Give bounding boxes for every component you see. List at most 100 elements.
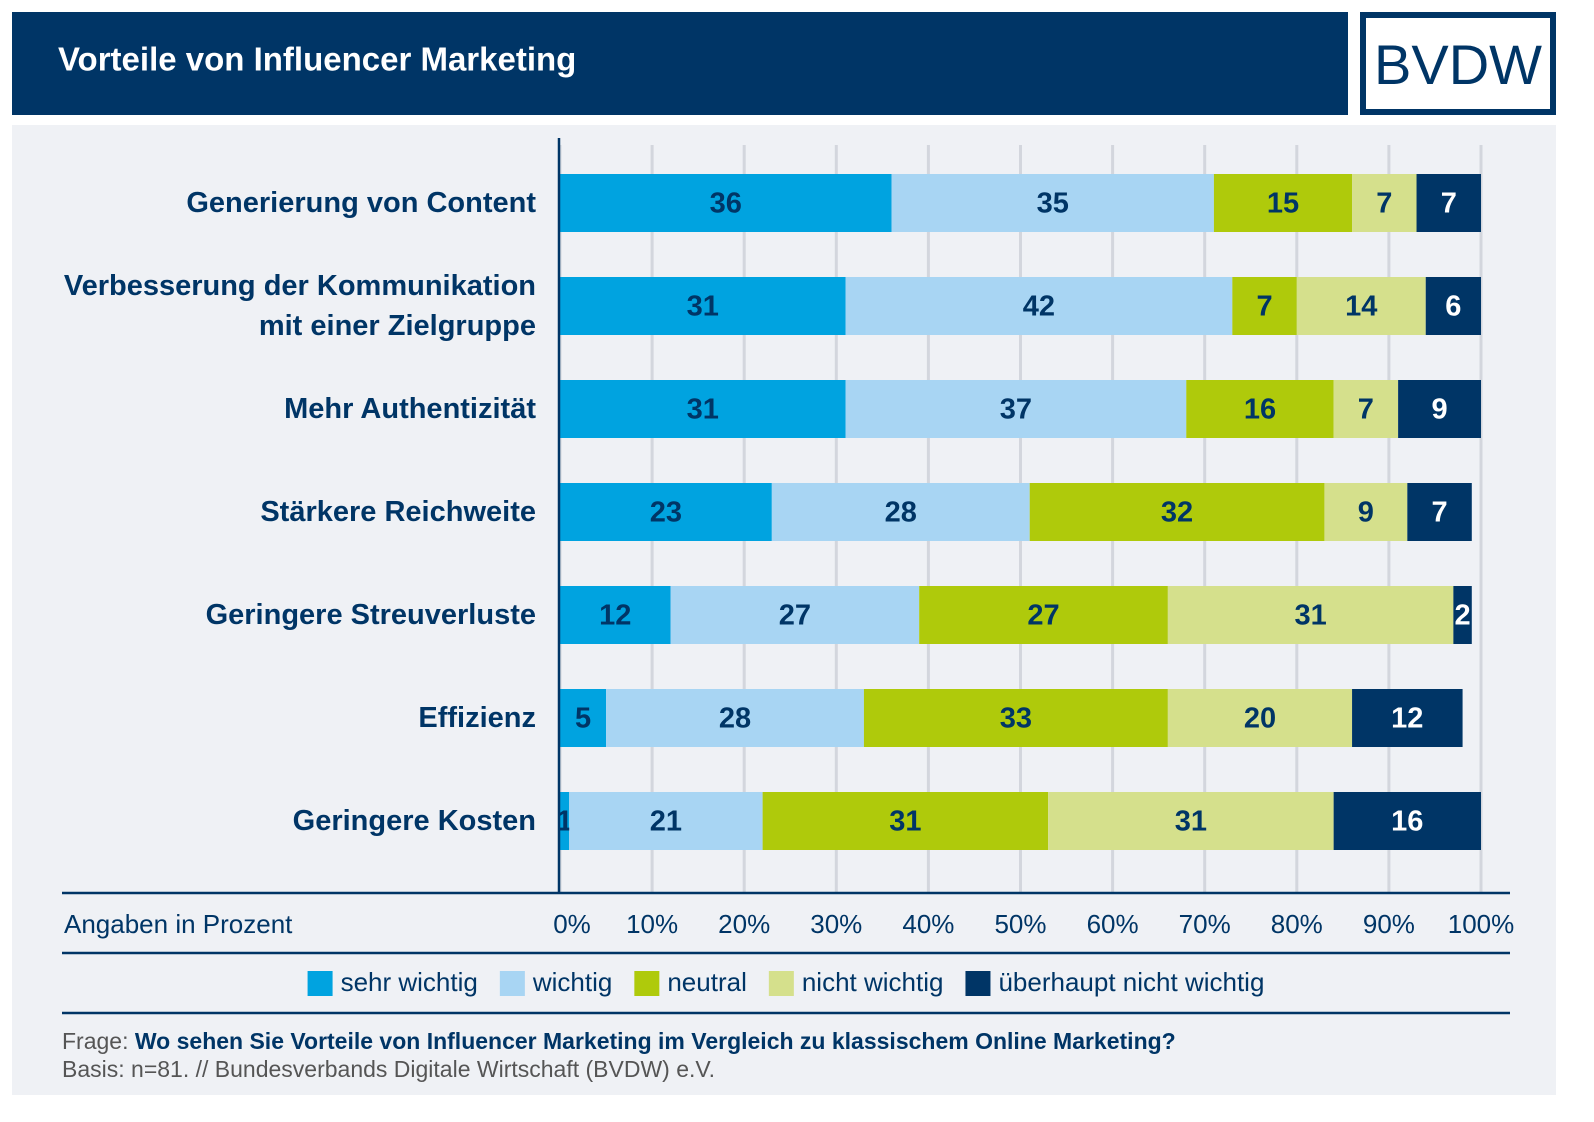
- bar-segment: [1186, 380, 1334, 438]
- x-axis-title: Angaben in Prozent: [64, 909, 293, 939]
- bar-segment: [845, 277, 1233, 335]
- data-label: 31: [687, 291, 719, 323]
- data-label: 14: [1345, 291, 1377, 323]
- data-label: 9: [1358, 497, 1374, 529]
- data-label: 20: [1244, 703, 1276, 735]
- data-label: 37: [1000, 394, 1032, 426]
- data-label: 7: [1358, 394, 1374, 426]
- category-label: Generierung von Content: [186, 187, 536, 219]
- bar-segment: [1453, 586, 1472, 644]
- question-label: Frage:: [62, 1028, 128, 1054]
- legend-label: nicht wichtig: [802, 967, 944, 997]
- data-label: 23: [650, 497, 682, 529]
- data-label: 12: [1391, 703, 1423, 735]
- bar-segment: [1407, 483, 1472, 541]
- data-label: 6: [1445, 291, 1461, 323]
- legend-label: sehr wichtig: [341, 967, 478, 997]
- data-label: 21: [650, 806, 682, 838]
- bar-segment: [560, 483, 772, 541]
- bar-segment: [1333, 380, 1399, 438]
- bar-segment: [1167, 586, 1454, 644]
- x-tick-label: 40%: [902, 909, 954, 939]
- bar-segment: [1232, 277, 1297, 335]
- data-label: 16: [1244, 394, 1276, 426]
- legend-item: nicht wichtig: [768, 967, 944, 997]
- data-label: 42: [1023, 291, 1055, 323]
- bar-segment: [670, 586, 920, 644]
- data-label: 27: [1027, 600, 1059, 632]
- legend-item: wichtig: [499, 967, 612, 997]
- data-label: 2: [1455, 600, 1471, 632]
- bar-segment: [762, 792, 1049, 850]
- source: Basis: n=81. // Bundesverbands Digitale …: [62, 1056, 715, 1082]
- bar-segment: [560, 277, 846, 335]
- header: [12, 12, 1348, 115]
- category-label: Geringere Streuverluste: [205, 599, 536, 631]
- data-label: 7: [1431, 497, 1447, 529]
- bar-segment: [891, 174, 1214, 232]
- x-tick-label: 90%: [1363, 909, 1415, 939]
- legend-label: wichtig: [532, 967, 612, 997]
- data-label: 31: [1175, 806, 1207, 838]
- data-label: 31: [1294, 600, 1326, 632]
- legend-label: überhaupt nicht wichtig: [998, 967, 1264, 997]
- legend-swatch: [307, 971, 333, 996]
- data-label: 36: [710, 188, 742, 220]
- bar-segment: [1416, 174, 1481, 232]
- bar-segment: [606, 689, 864, 747]
- bar-segment: [560, 792, 570, 850]
- bar-segment: [560, 689, 607, 747]
- data-label: 35: [1037, 188, 1069, 220]
- data-label: 28: [885, 497, 917, 529]
- data-label: 28: [719, 703, 751, 735]
- data-label: 15: [1267, 188, 1299, 220]
- legend-item: überhaupt nicht wichtig: [965, 967, 1264, 997]
- data-label: 12: [599, 600, 631, 632]
- data-label: 32: [1161, 497, 1193, 529]
- bar-segment: [1324, 483, 1408, 541]
- legend-swatch: [965, 971, 991, 996]
- x-tick-label: 20%: [718, 909, 770, 939]
- data-label: 1: [557, 806, 573, 838]
- legend-item: sehr wichtig: [307, 967, 478, 997]
- legend-swatch: [768, 971, 794, 996]
- data-label: 33: [1000, 703, 1032, 735]
- bar-segment: [1296, 277, 1426, 335]
- bar-segment: [863, 689, 1168, 747]
- x-tick-label: 30%: [810, 909, 862, 939]
- question: Frage: Wo sehen Sie Vorteile von Influen…: [62, 1028, 1176, 1054]
- bar-segment: [1352, 174, 1417, 232]
- legend-swatch: [634, 971, 660, 996]
- data-label: 7: [1256, 291, 1272, 323]
- bar-segment: [1352, 689, 1463, 747]
- data-label: 5: [575, 703, 591, 735]
- legend-label: neutral: [667, 967, 747, 997]
- logo: BVDW: [1374, 33, 1542, 96]
- category-label: Mehr Authentizität: [284, 393, 536, 425]
- x-tick-label: 70%: [1179, 909, 1231, 939]
- data-label: 7: [1376, 188, 1392, 220]
- category-label: Stärkere Reichweite: [260, 496, 536, 528]
- bar-segment: [569, 792, 763, 850]
- x-tick-label: 50%: [994, 909, 1046, 939]
- bar-segment: [771, 483, 1030, 541]
- bar-segment: [560, 380, 846, 438]
- category-label: Verbesserung der Kommunikation mit einer…: [63, 270, 536, 342]
- x-tick-label: 60%: [1087, 909, 1139, 939]
- x-tick-label: 80%: [1271, 909, 1323, 939]
- bar-segment: [1048, 792, 1334, 850]
- data-label: 9: [1431, 394, 1447, 426]
- bar-segment: [1167, 689, 1353, 747]
- question-text: Wo sehen Sie Vorteile von Influencer Mar…: [135, 1028, 1176, 1054]
- category-label: Effizienz: [418, 702, 536, 734]
- x-tick-label: 100%: [1448, 909, 1515, 939]
- bar-segment: [1213, 174, 1353, 232]
- bar-segment: [1398, 380, 1481, 438]
- legend-swatch: [499, 971, 525, 996]
- legend-item: neutral: [634, 967, 747, 997]
- bar-segment: [560, 586, 671, 644]
- data-label: 16: [1391, 806, 1423, 838]
- data-label: 7: [1441, 188, 1457, 220]
